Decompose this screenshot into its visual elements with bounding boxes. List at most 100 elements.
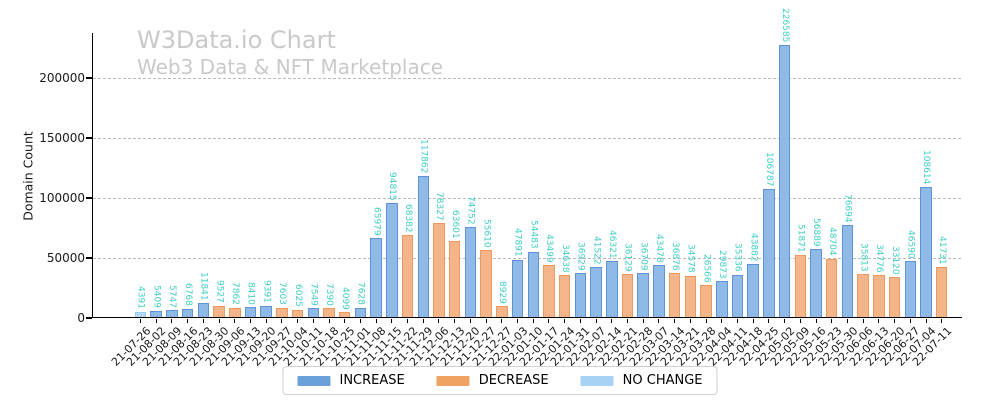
plot-area: 4391 21-07-26 5409 21-08-02 5747 21-08-09 6768… (92, 8, 962, 369)
x-tick (249, 318, 251, 323)
bar-value-label: 36129 (622, 242, 633, 272)
x-tick (752, 318, 754, 323)
bar-value-label: 51871 (795, 223, 806, 253)
bar-value-label: 56889 (811, 217, 822, 247)
bar-22-02-28 (637, 272, 649, 317)
bar-22-01-17 (543, 264, 555, 317)
legend-swatch-decrease (436, 375, 470, 386)
legend-label-decrease: DECREASE (478, 373, 549, 388)
bar-21-07-26 (134, 311, 147, 317)
x-tick (501, 318, 503, 323)
bar-22-03-21 (684, 275, 697, 317)
x-tick (815, 318, 817, 323)
bar-21-12-27 (496, 306, 508, 317)
bar-22-01-10 (527, 251, 539, 317)
bar-value-label: 7862 (229, 282, 240, 306)
x-tick (674, 318, 676, 323)
x-tick (909, 318, 911, 323)
bar-value-label: 33120 (889, 246, 900, 275)
gridline-100000 (93, 197, 961, 199)
bar-22-01-31 (574, 272, 587, 317)
bar-value-label: 41522 (591, 236, 602, 265)
bar-value-label: 8410 (245, 281, 256, 305)
bar-22-04-04 (716, 281, 728, 317)
bar-22-05-16 (810, 248, 822, 317)
y-axis-spine (92, 33, 94, 318)
bar-21-08-02 (150, 310, 162, 317)
x-tick (878, 318, 880, 323)
x-tick (281, 318, 283, 323)
bar-value-label: 8929 (497, 280, 508, 304)
bar-value-label: 7628 (355, 282, 366, 306)
y-tick-0 (86, 317, 92, 319)
y-tick-label-200000: 200000 (39, 71, 85, 85)
bar-21-09-27 (276, 307, 288, 317)
y-tick-150000 (86, 137, 92, 139)
bar-value-label: 54483 (528, 220, 539, 250)
bar-21-11-01 (354, 307, 367, 317)
x-tick (328, 318, 330, 323)
gridline-200000 (93, 77, 961, 79)
x-tick (297, 318, 299, 323)
bar-value-label: 43882 (748, 233, 759, 262)
bar-21-11-29 (417, 175, 430, 317)
bar-22-02-14 (606, 261, 618, 317)
legend-swatch-no_change (580, 375, 614, 386)
chart-title: W3Data.io Chart (137, 26, 336, 54)
chart-legend: INCREASE DECREASE NO CHANGE (282, 366, 718, 395)
x-tick (925, 318, 927, 323)
bar-value-label: 6025 (292, 284, 303, 308)
bar-22-06-13 (873, 275, 885, 317)
y-tick-50000 (86, 257, 92, 259)
bar-21-08-09 (166, 310, 178, 317)
x-tick (579, 318, 581, 323)
y-tick-label-0: 0 (77, 311, 85, 325)
x-tick (658, 318, 660, 323)
x-tick (846, 318, 848, 323)
bar-22-04-18 (747, 264, 759, 317)
x-tick (784, 318, 786, 323)
bar-value-label: 7390 (324, 282, 335, 306)
bar-22-05-09 (794, 254, 807, 317)
x-tick (469, 318, 471, 323)
x-tick (391, 318, 393, 323)
bar-21-10-18 (323, 308, 335, 317)
bar-value-label: 76694 (842, 193, 853, 223)
x-tick (407, 318, 409, 323)
x-tick (517, 318, 519, 323)
x-tick (736, 318, 738, 323)
legend-item-decrease: DECREASE (436, 373, 549, 388)
y-tick-label-150000: 150000 (39, 131, 85, 145)
bar-22-05-30 (841, 224, 854, 317)
bar-22-03-28 (700, 285, 712, 317)
x-tick (721, 318, 723, 323)
x-tick (611, 318, 613, 323)
bar-value-label: 35813 (858, 242, 869, 272)
bar-21-12-13 (448, 240, 461, 317)
bar-value-label: 35336 (732, 243, 743, 273)
x-tick (140, 318, 141, 323)
legend-swatch-increase (297, 375, 331, 386)
x-tick (312, 318, 314, 323)
x-axis-spine (92, 316, 962, 318)
y-tick-100000 (86, 197, 92, 199)
bar-21-12-20 (464, 227, 477, 317)
x-tick (202, 318, 204, 323)
y-tick-200000 (86, 77, 92, 79)
legend-item-increase: INCREASE (297, 373, 405, 388)
gridline-50000 (93, 257, 961, 259)
bar-21-08-30 (213, 305, 225, 317)
x-tick (422, 318, 424, 323)
bar-21-11-15 (386, 203, 398, 317)
bar-22-02-07 (590, 267, 602, 317)
bar-value-label: 47891 (512, 228, 523, 258)
bar-22-02-21 (621, 273, 634, 317)
x-tick (689, 318, 691, 323)
bar-22-04-11 (731, 274, 744, 317)
chart-title-block: W3Data.io Chart Web3 Data & NFT Marketpl… (137, 26, 443, 79)
bar-value-label: 29873 (716, 250, 727, 279)
x-tick (627, 318, 628, 323)
bar-value-label: 7603 (277, 282, 288, 306)
bar-value-label: 5409 (151, 285, 162, 309)
bar-value-label: 46590 (905, 229, 916, 259)
